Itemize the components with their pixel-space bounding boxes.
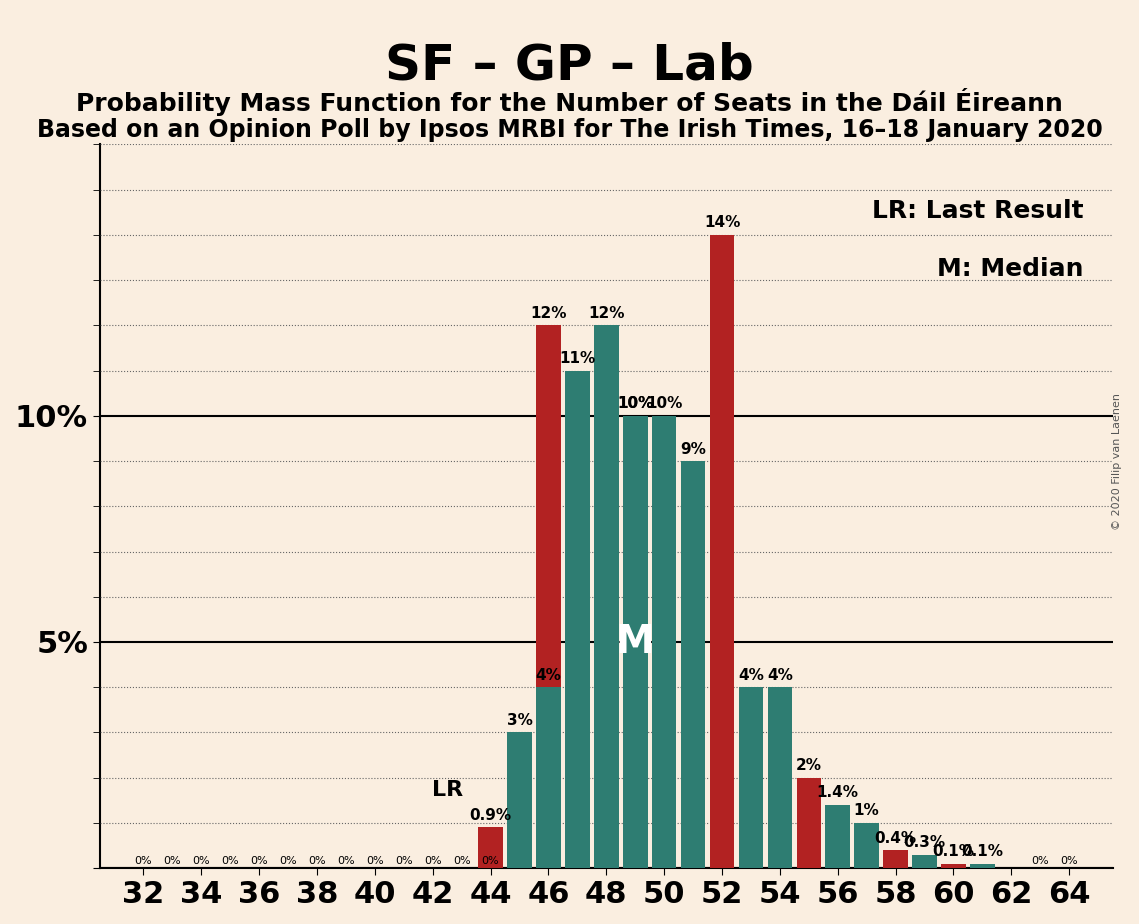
Bar <box>593 325 618 869</box>
Bar <box>623 416 647 869</box>
Bar <box>507 733 532 869</box>
Text: 0%: 0% <box>395 856 412 866</box>
Bar <box>623 416 647 869</box>
Text: © 2020 Filip van Laenen: © 2020 Filip van Laenen <box>1112 394 1122 530</box>
Text: 10%: 10% <box>617 396 654 411</box>
Text: 10%: 10% <box>646 396 682 411</box>
Bar <box>536 325 560 869</box>
Text: 10%: 10% <box>617 396 654 411</box>
Text: 0.1%: 0.1% <box>933 845 975 859</box>
Text: 11%: 11% <box>559 351 596 366</box>
Bar <box>565 371 590 869</box>
Bar <box>796 778 821 869</box>
Text: 0%: 0% <box>1060 856 1077 866</box>
Text: LR: LR <box>432 781 462 800</box>
Bar <box>826 805 850 869</box>
Text: 0%: 0% <box>1032 856 1049 866</box>
Bar <box>710 235 735 869</box>
Text: 2%: 2% <box>796 759 822 773</box>
Text: 0%: 0% <box>251 856 268 866</box>
Bar <box>941 864 966 869</box>
Text: Probability Mass Function for the Number of Seats in the Dáil Éireann: Probability Mass Function for the Number… <box>76 88 1063 116</box>
Text: Based on an Opinion Poll by Ipsos MRBI for The Irish Times, 16–18 January 2020: Based on an Opinion Poll by Ipsos MRBI f… <box>36 118 1103 142</box>
Text: 0.1%: 0.1% <box>961 845 1003 859</box>
Bar <box>970 864 994 869</box>
Text: 0%: 0% <box>192 856 210 866</box>
Text: 0%: 0% <box>221 856 239 866</box>
Text: 4%: 4% <box>535 668 562 683</box>
Text: 0.3%: 0.3% <box>903 835 945 850</box>
Text: 0%: 0% <box>279 856 297 866</box>
Text: 14%: 14% <box>704 215 740 230</box>
Bar <box>739 687 763 869</box>
Bar <box>652 416 677 869</box>
Bar <box>478 828 502 869</box>
Text: 4%: 4% <box>767 668 793 683</box>
Text: 0.9%: 0.9% <box>469 808 511 823</box>
Bar <box>912 855 937 869</box>
Text: 0%: 0% <box>309 856 326 866</box>
Text: 1%: 1% <box>854 804 879 819</box>
Text: 3%: 3% <box>507 713 532 728</box>
Text: M: M <box>616 623 655 661</box>
Bar <box>884 850 908 869</box>
Bar <box>768 687 792 869</box>
Text: 0.4%: 0.4% <box>875 831 917 845</box>
Bar <box>854 823 879 869</box>
Text: 4%: 4% <box>738 668 764 683</box>
Text: 9%: 9% <box>680 442 706 456</box>
Text: SF – GP – Lab: SF – GP – Lab <box>385 42 754 90</box>
Text: M: Median: M: Median <box>937 258 1083 282</box>
Text: 0%: 0% <box>482 856 499 866</box>
Text: 0%: 0% <box>134 856 153 866</box>
Text: 12%: 12% <box>530 306 567 321</box>
Text: 12%: 12% <box>588 306 624 321</box>
Text: 0%: 0% <box>337 856 354 866</box>
Text: 0%: 0% <box>424 856 442 866</box>
Bar <box>536 687 560 869</box>
Bar <box>681 461 705 869</box>
Text: 0%: 0% <box>366 856 384 866</box>
Text: LR: Last Result: LR: Last Result <box>872 199 1083 223</box>
Text: 0%: 0% <box>453 856 470 866</box>
Text: 0%: 0% <box>164 856 181 866</box>
Text: 1.4%: 1.4% <box>817 785 859 800</box>
